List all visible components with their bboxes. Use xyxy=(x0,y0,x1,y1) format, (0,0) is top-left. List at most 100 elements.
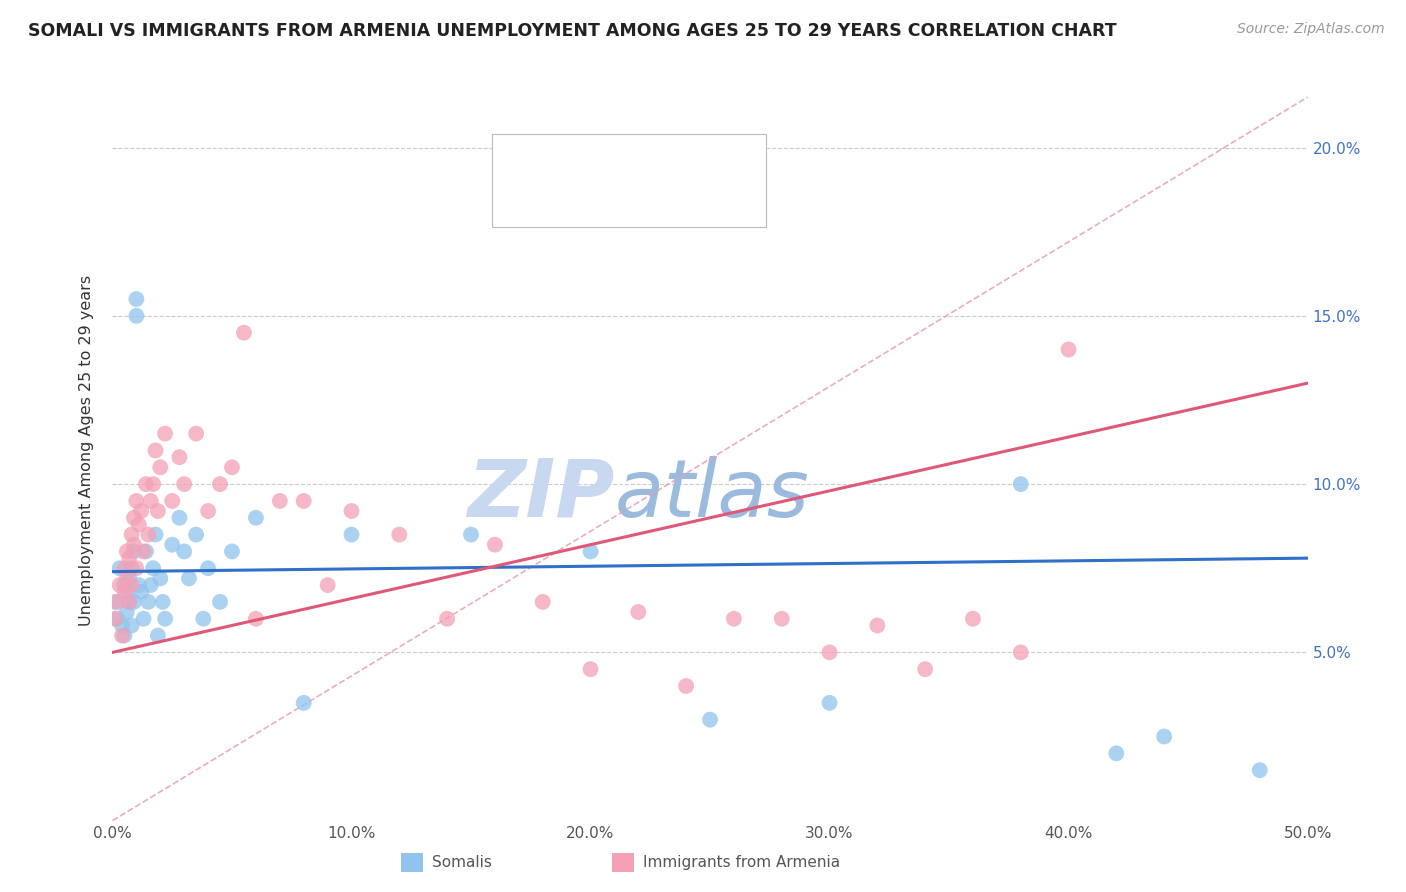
Point xyxy=(186,527,208,541)
Point xyxy=(146,504,169,518)
Point xyxy=(169,510,191,524)
Text: ZIP: ZIP xyxy=(467,456,614,534)
Point xyxy=(221,460,243,475)
Point xyxy=(1010,477,1032,491)
Point xyxy=(104,612,127,626)
Point xyxy=(118,551,141,566)
Text: Source: ZipAtlas.com: Source: ZipAtlas.com xyxy=(1237,22,1385,37)
Point xyxy=(173,477,195,491)
Point xyxy=(193,612,215,626)
Point xyxy=(149,571,172,585)
Point xyxy=(121,578,143,592)
Point xyxy=(125,292,148,306)
Point xyxy=(1010,645,1032,659)
Point xyxy=(142,477,165,491)
Point xyxy=(128,517,150,532)
Point xyxy=(122,595,145,609)
Point xyxy=(675,679,697,693)
Point xyxy=(115,605,138,619)
Text: Somalis: Somalis xyxy=(432,855,492,870)
Point xyxy=(484,538,506,552)
Point xyxy=(818,645,841,659)
Text: atlas: atlas xyxy=(614,456,810,534)
Point xyxy=(146,628,169,642)
Point xyxy=(145,443,167,458)
Text: R = 0.023   N = 48: R = 0.023 N = 48 xyxy=(553,152,737,169)
Point xyxy=(162,494,183,508)
Point xyxy=(142,561,165,575)
Point xyxy=(209,477,232,491)
Point xyxy=(129,584,152,599)
Point xyxy=(139,578,162,592)
Point xyxy=(122,538,145,552)
Point xyxy=(245,612,267,626)
Point xyxy=(105,612,128,626)
Text: R = 0.344   N = 55: R = 0.344 N = 55 xyxy=(553,192,737,210)
Point xyxy=(153,426,176,441)
Point xyxy=(132,544,155,558)
Point xyxy=(105,595,128,609)
Point xyxy=(122,510,145,524)
Point xyxy=(579,662,602,676)
Point xyxy=(145,527,167,541)
Point xyxy=(245,510,267,524)
Point xyxy=(152,595,174,609)
Text: Immigrants from Armenia: Immigrants from Armenia xyxy=(643,855,839,870)
Point xyxy=(129,504,152,518)
Point xyxy=(125,309,148,323)
Point xyxy=(121,618,143,632)
Point xyxy=(125,561,148,575)
Point xyxy=(292,494,315,508)
Point xyxy=(128,578,150,592)
Point xyxy=(115,544,138,558)
Point xyxy=(1249,763,1271,777)
Point xyxy=(173,544,195,558)
Point xyxy=(125,494,148,508)
Point xyxy=(114,578,135,592)
Point xyxy=(115,571,138,585)
Point xyxy=(818,696,841,710)
Point xyxy=(121,527,143,541)
Point xyxy=(914,662,936,676)
Point xyxy=(169,450,191,465)
Point xyxy=(269,494,291,508)
Y-axis label: Unemployment Among Ages 25 to 29 years: Unemployment Among Ages 25 to 29 years xyxy=(79,275,94,626)
Point xyxy=(104,595,127,609)
Point xyxy=(108,578,131,592)
Point xyxy=(531,595,554,609)
Point xyxy=(436,612,458,626)
Point xyxy=(197,504,219,518)
Point xyxy=(292,696,315,710)
Point xyxy=(114,628,135,642)
Point xyxy=(132,612,155,626)
Point xyxy=(118,595,141,609)
Point xyxy=(111,628,134,642)
Point xyxy=(209,595,232,609)
Point xyxy=(1153,730,1175,744)
Point xyxy=(111,618,134,632)
Point xyxy=(122,544,145,558)
Point xyxy=(340,527,363,541)
Point xyxy=(866,618,889,632)
Point xyxy=(460,527,482,541)
Point xyxy=(177,571,200,585)
Point xyxy=(162,538,183,552)
Point xyxy=(723,612,745,626)
Point xyxy=(118,571,141,585)
Point xyxy=(114,584,135,599)
Point xyxy=(139,494,162,508)
Point xyxy=(962,612,984,626)
Point xyxy=(579,544,602,558)
Point xyxy=(221,544,243,558)
Point xyxy=(233,326,256,340)
Point xyxy=(118,595,141,609)
Point xyxy=(138,527,160,541)
Point xyxy=(149,460,172,475)
Point xyxy=(699,713,721,727)
Point xyxy=(135,544,157,558)
Point xyxy=(316,578,339,592)
Point xyxy=(1057,343,1080,357)
Point xyxy=(135,477,157,491)
Point xyxy=(770,612,793,626)
Point xyxy=(108,561,131,575)
